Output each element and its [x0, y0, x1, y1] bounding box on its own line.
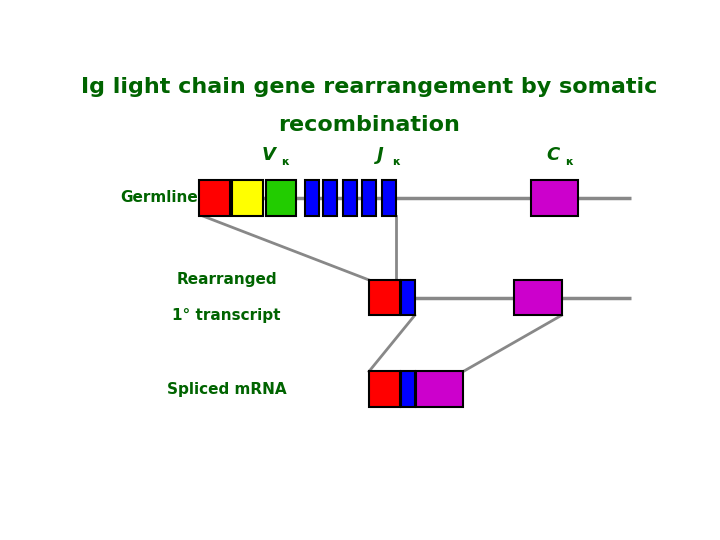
Bar: [233, 180, 263, 215]
Bar: [266, 180, 297, 215]
Bar: [531, 180, 578, 215]
Text: κ: κ: [281, 157, 289, 167]
Bar: [401, 372, 415, 407]
Bar: [416, 372, 463, 407]
Bar: [362, 180, 377, 215]
Bar: [343, 180, 356, 215]
Bar: [382, 180, 396, 215]
Text: C: C: [546, 146, 559, 164]
Text: 1° transcript: 1° transcript: [173, 308, 281, 323]
Text: V: V: [261, 146, 276, 164]
Bar: [514, 280, 562, 315]
Text: κ: κ: [392, 157, 400, 167]
Text: recombination: recombination: [278, 114, 460, 134]
Text: J: J: [377, 146, 384, 164]
Bar: [323, 180, 337, 215]
Text: Spliced mRNA: Spliced mRNA: [167, 382, 287, 396]
Text: Rearranged: Rearranged: [176, 272, 277, 287]
Bar: [305, 180, 319, 215]
Text: Germline: Germline: [121, 191, 199, 205]
Bar: [401, 280, 415, 315]
Bar: [199, 180, 230, 215]
Bar: [369, 372, 400, 407]
Bar: [369, 280, 400, 315]
Text: κ: κ: [565, 157, 573, 167]
Text: Ig light chain gene rearrangement by somatic: Ig light chain gene rearrangement by som…: [81, 77, 657, 97]
